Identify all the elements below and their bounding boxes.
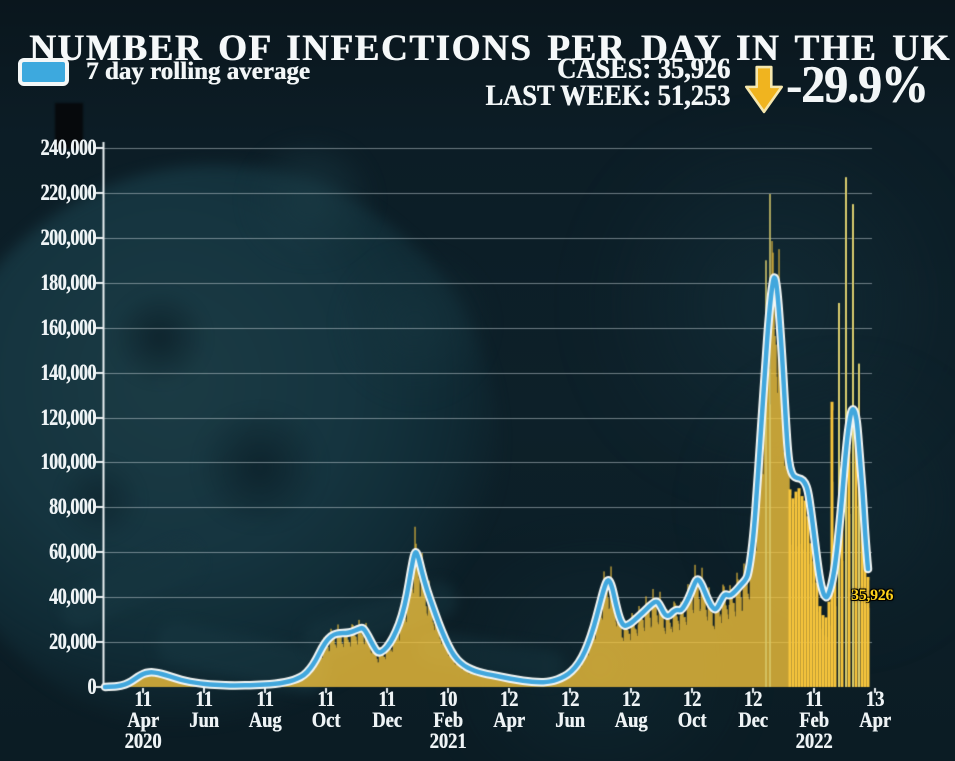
stats-block: CASES: 35,926 LAST WEEK: 51,253 <box>485 52 730 112</box>
percent-change: -29.9% <box>786 56 929 114</box>
legend-label: 7 day rolling average <box>86 58 310 85</box>
cases-line: CASES: 35,926 <box>556 52 730 85</box>
down-arrow-icon <box>744 65 784 114</box>
legend: 7 day rolling average <box>18 58 310 86</box>
last-week-line: LAST WEEK: 51,253 <box>485 79 730 112</box>
page-title: NUMBER OF INFECTIONS PER DAY IN THE UK <box>29 27 951 69</box>
rolling-average-swatch-icon <box>18 58 69 86</box>
change-block: -29.9% <box>742 56 943 115</box>
